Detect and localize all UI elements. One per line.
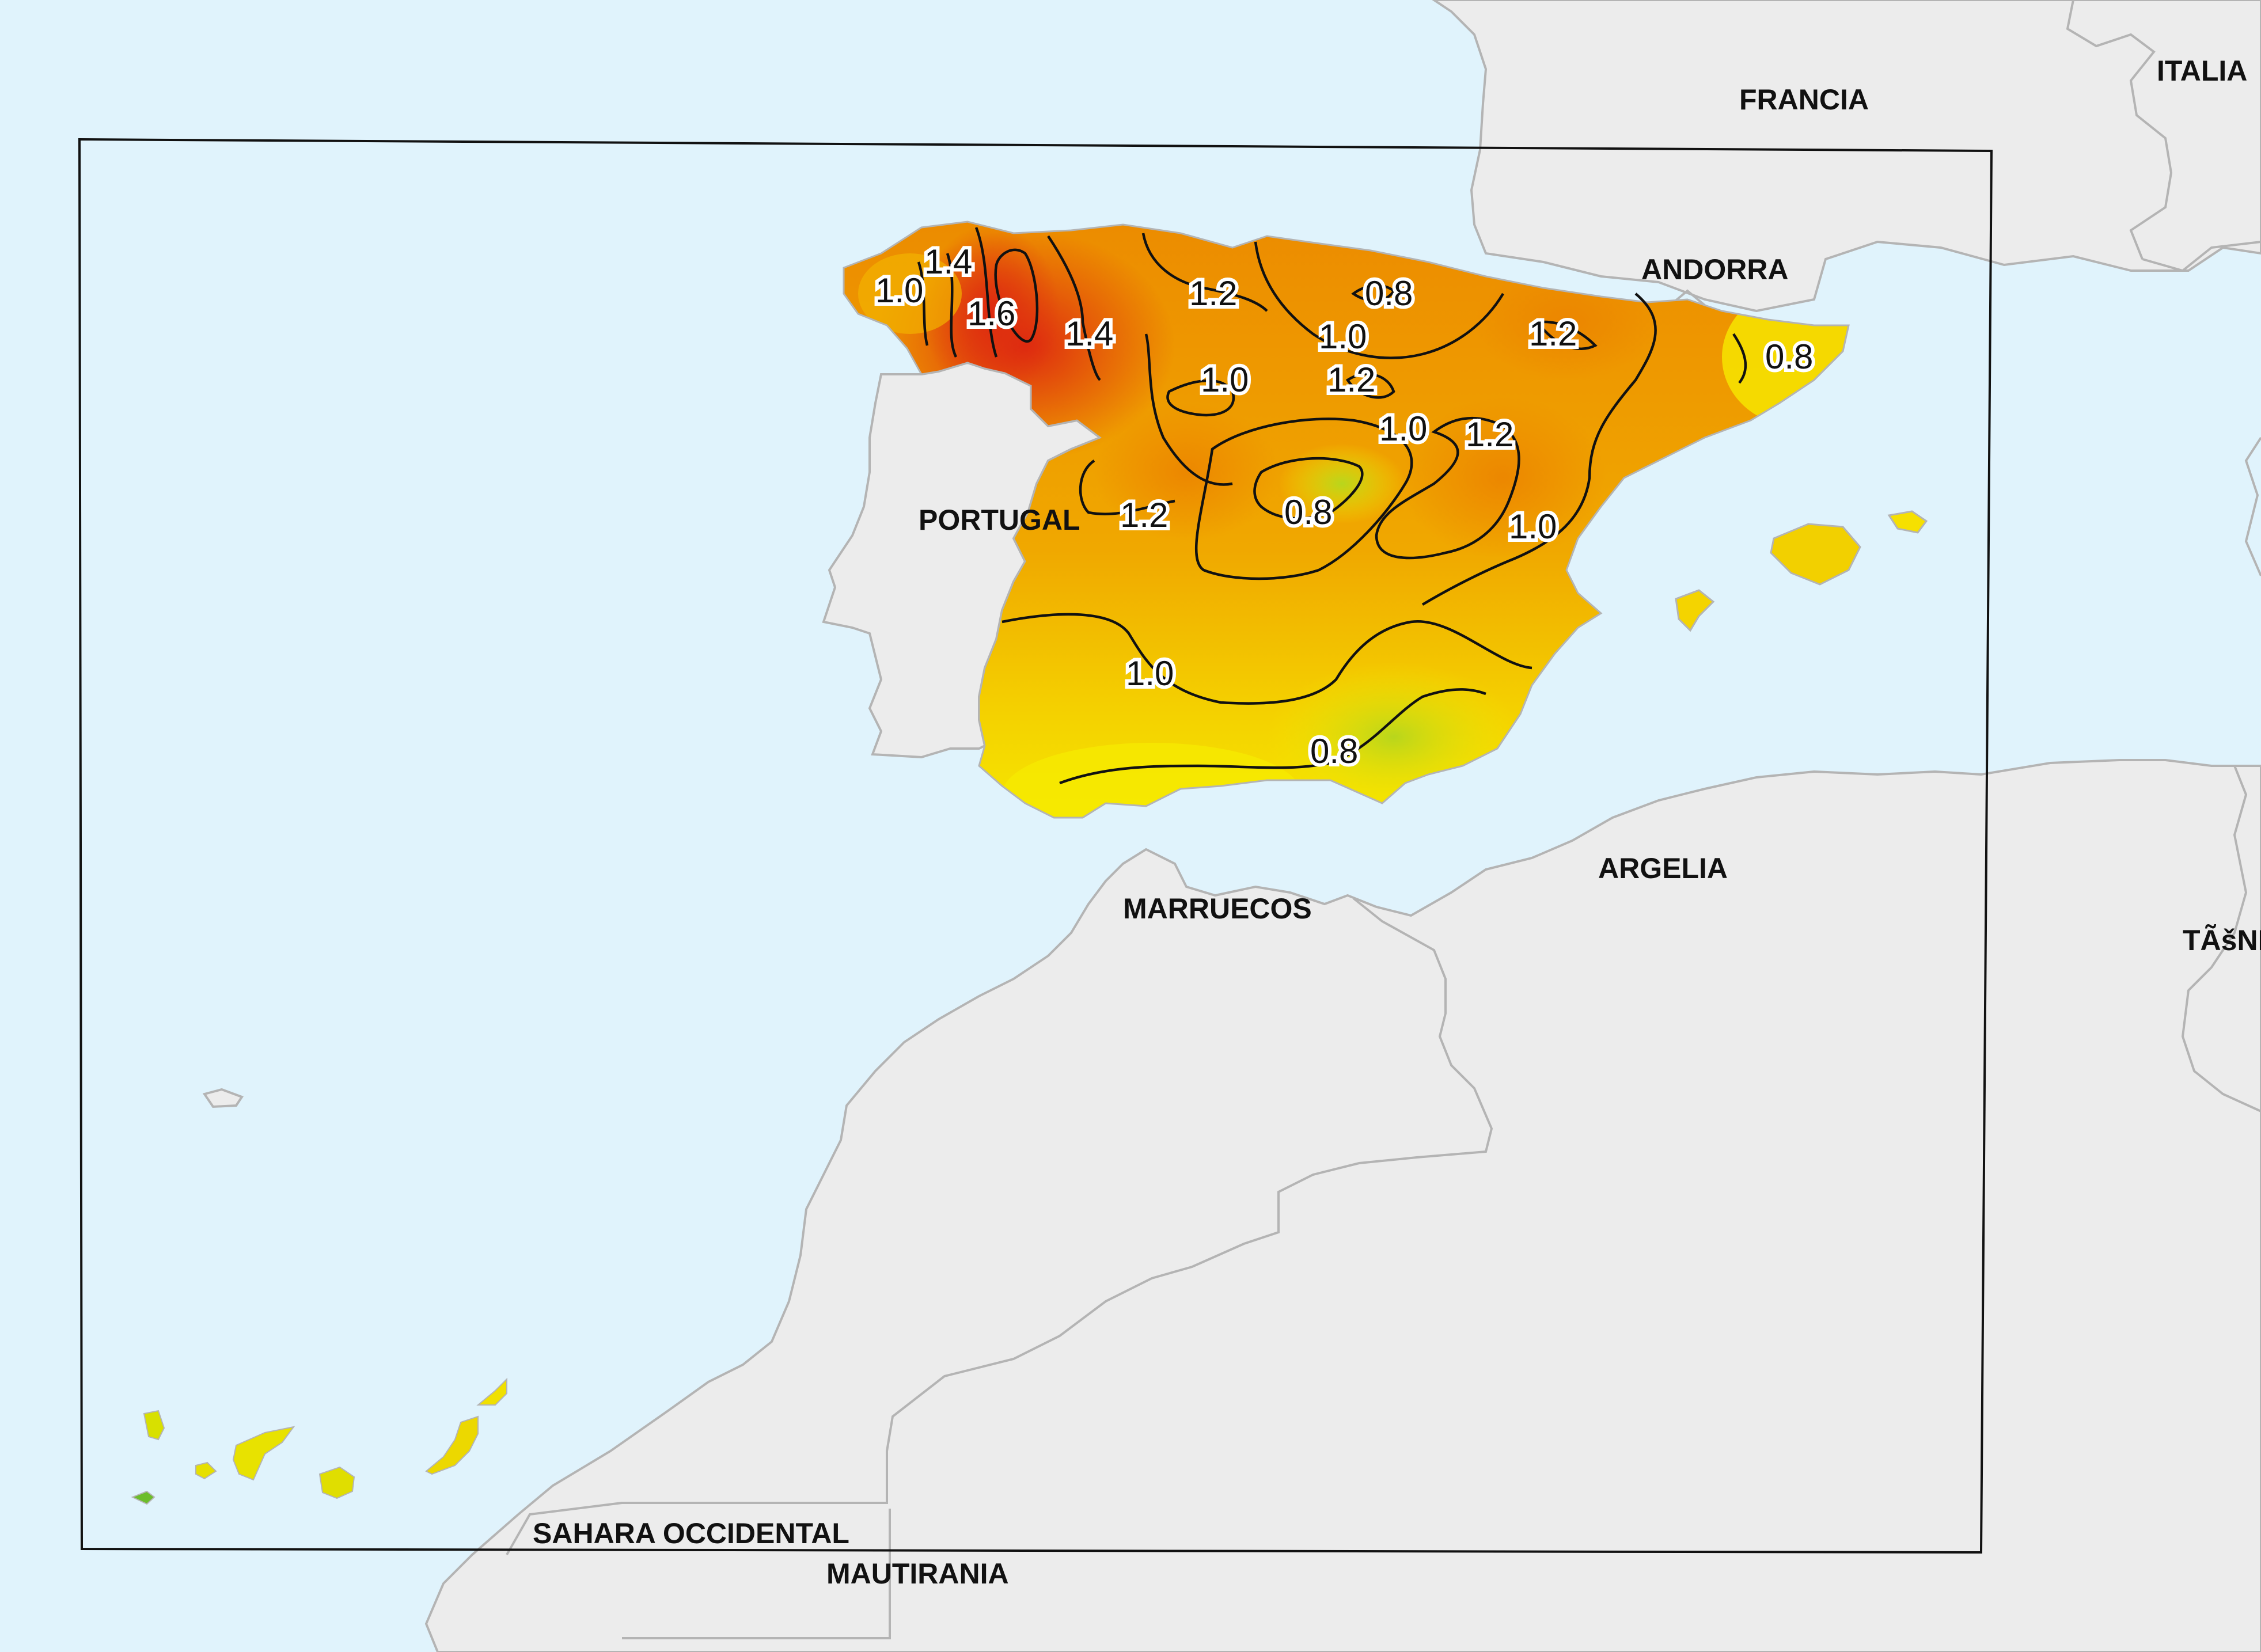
label-sahara: SAHARA OCCIDENTAL	[533, 1517, 849, 1550]
contour-label: 1.0	[1509, 507, 1557, 546]
contour-label: 0.8	[1310, 732, 1358, 770]
contour-label: 1.6	[968, 294, 1015, 333]
africa-landmass	[424, 759, 2261, 1652]
label-francia: FRANCIA	[1739, 83, 1869, 116]
contour-label: 1.4	[924, 242, 972, 281]
tenerife-island	[232, 1426, 295, 1481]
label-tunez: TÃšNEZ	[2183, 924, 2261, 956]
tunisia-border	[2181, 765, 2261, 1112]
contour-label: 1.0	[875, 271, 923, 310]
fuerteventura-island	[425, 1415, 479, 1475]
contour-label: 1.0	[1201, 360, 1249, 399]
contour-label: 0.8	[1365, 274, 1413, 313]
contour-label: 1.0	[1126, 654, 1174, 693]
la-gomera-island	[195, 1461, 217, 1480]
madeira-island	[202, 1088, 244, 1108]
contour-label: 0.8	[1284, 493, 1332, 531]
contour-label: 1.2	[1327, 360, 1375, 399]
contour-label: 1.4	[1065, 314, 1113, 353]
country-labels: FRANCIA ITALIA ANDORRA PORTUGAL MARRUECO…	[533, 55, 2261, 1590]
label-andorra: ANDORRA	[1641, 253, 1789, 286]
france-italy-border	[2066, 0, 2173, 260]
label-portugal: PORTUGAL	[919, 504, 1080, 536]
el-hierro-island	[131, 1490, 155, 1505]
contour-label: 0.8	[1765, 337, 1813, 376]
contour-labels: 1.0 1.4 1.6 1.4 1.2 0.8 1.0 1.2 0.8 1.0 …	[872, 239, 1816, 774]
label-marruecos: MARRUECOS	[1123, 893, 1312, 925]
contour-label: 1.2	[1466, 415, 1513, 454]
gran-canaria-island	[318, 1466, 355, 1499]
contour-label: 1.2	[1529, 314, 1577, 353]
contour-label: 1.2	[1120, 496, 1168, 534]
mauritania-border	[622, 1509, 891, 1639]
label-italia: ITALIA	[2157, 55, 2247, 87]
contour-lines	[917, 227, 1747, 785]
lanzarote-island	[476, 1377, 507, 1406]
menorca-island	[1887, 510, 1928, 534]
mallorca-island	[1770, 523, 1861, 586]
la-palma-island	[143, 1410, 165, 1441]
ibiza-island	[1675, 589, 1715, 632]
tunisia-coast	[2244, 436, 2261, 576]
morocco-algeria-border	[506, 897, 1493, 1555]
contour-label: 1.2	[1189, 274, 1237, 313]
italy-coast	[2142, 241, 2261, 272]
label-mauritania: MAUTIRANIA	[826, 1558, 1009, 1590]
contour-label: 1.0	[1379, 409, 1427, 448]
label-argelia: ARGELIA	[1598, 852, 1728, 884]
map-frame	[78, 138, 1993, 1554]
contour-label: 1.0	[1319, 317, 1367, 356]
